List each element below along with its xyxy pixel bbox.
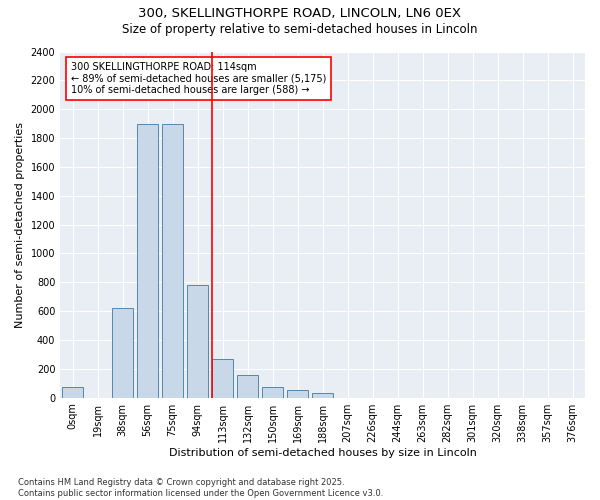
- Bar: [262, 387, 283, 398]
- Bar: [187, 285, 208, 398]
- Bar: [312, 394, 333, 398]
- Bar: [162, 124, 183, 398]
- Text: Contains HM Land Registry data © Crown copyright and database right 2025.
Contai: Contains HM Land Registry data © Crown c…: [18, 478, 383, 498]
- Bar: [237, 374, 258, 398]
- Y-axis label: Number of semi-detached properties: Number of semi-detached properties: [15, 122, 25, 328]
- Text: 300 SKELLINGTHORPE ROAD: 114sqm
← 89% of semi-detached houses are smaller (5,175: 300 SKELLINGTHORPE ROAD: 114sqm ← 89% of…: [71, 62, 326, 95]
- Bar: [137, 124, 158, 398]
- Text: 300, SKELLINGTHORPE ROAD, LINCOLN, LN6 0EX: 300, SKELLINGTHORPE ROAD, LINCOLN, LN6 0…: [139, 8, 461, 20]
- Bar: [112, 308, 133, 398]
- Bar: [62, 387, 83, 398]
- Text: Size of property relative to semi-detached houses in Lincoln: Size of property relative to semi-detach…: [122, 22, 478, 36]
- Bar: [212, 360, 233, 398]
- X-axis label: Distribution of semi-detached houses by size in Lincoln: Distribution of semi-detached houses by …: [169, 448, 476, 458]
- Bar: [287, 390, 308, 398]
